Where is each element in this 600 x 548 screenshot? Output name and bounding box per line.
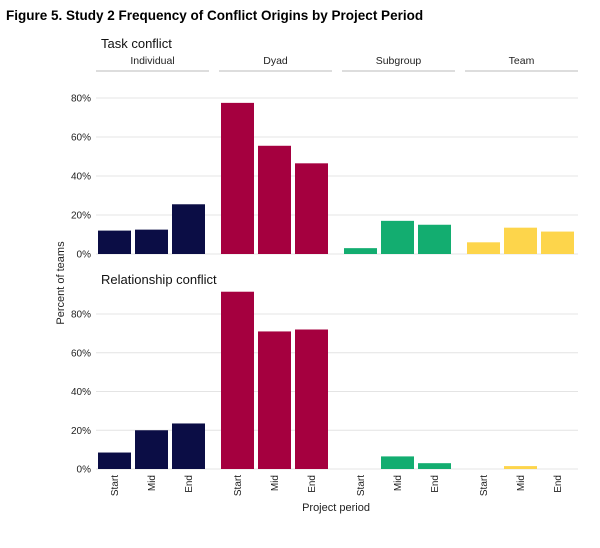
bar-relationship-dyad-start xyxy=(221,291,254,469)
x-tick-label-dyad-end: End xyxy=(307,475,318,493)
x-tick-label-individual-end: End xyxy=(184,475,195,493)
y-tick-label-1-1: 20% xyxy=(71,426,91,437)
panel-title-1: Relationship conflict xyxy=(101,272,217,287)
y-tick-label-0-4: 80% xyxy=(71,94,91,105)
bar-relationship-team-mid xyxy=(504,466,537,469)
panel-title-0: Task conflict xyxy=(101,36,172,51)
bar-relationship-dyad-mid xyxy=(258,331,291,469)
bar-task-team-start xyxy=(467,242,500,254)
bar-task-individual-start xyxy=(98,230,131,254)
figure-title: Figure 5. Study 2 Frequency of Conflict … xyxy=(6,8,424,23)
y-tick-label-1-0: 0% xyxy=(77,465,92,476)
y-tick-label-0-3: 60% xyxy=(71,133,91,144)
y-tick-label-1-3: 60% xyxy=(71,348,91,359)
bar-relationship-subgroup-mid xyxy=(381,456,414,469)
bar-relationship-individual-start xyxy=(98,452,131,469)
bar-relationship-individual-mid xyxy=(135,430,168,469)
bar-relationship-individual-end xyxy=(172,423,205,469)
bar-relationship-subgroup-end xyxy=(418,463,451,469)
bar-task-team-mid xyxy=(504,227,537,254)
x-tick-label-dyad-mid: Mid xyxy=(270,475,281,491)
bar-task-team-end xyxy=(541,231,574,254)
bar-task-dyad-mid xyxy=(258,145,291,254)
bar-task-dyad-end xyxy=(295,163,328,254)
bar-task-dyad-start xyxy=(221,102,254,254)
y-tick-label-0-2: 40% xyxy=(71,172,91,183)
y-axis-label: Percent of teams xyxy=(55,241,67,325)
y-tick-label-0-0: 0% xyxy=(77,250,92,261)
x-tick-label-subgroup-start: Start xyxy=(356,475,367,496)
x-tick-label-dyad-start: Start xyxy=(233,475,244,496)
y-tick-label-0-1: 20% xyxy=(71,211,91,222)
x-tick-label-team-end: End xyxy=(553,475,564,493)
x-axis-label: Project period xyxy=(302,502,370,514)
x-tick-label-individual-mid: Mid xyxy=(147,475,158,491)
bar-task-individual-end xyxy=(172,204,205,254)
facet-strip-label-subgroup: Subgroup xyxy=(376,55,422,67)
facet-strip-label-team: Team xyxy=(509,55,535,67)
y-tick-label-1-4: 80% xyxy=(71,310,91,321)
y-tick-label-1-2: 40% xyxy=(71,387,91,398)
bar-task-subgroup-start xyxy=(344,248,377,254)
bar-task-subgroup-mid xyxy=(381,220,414,254)
x-tick-label-subgroup-end: End xyxy=(430,475,441,493)
x-tick-label-subgroup-mid: Mid xyxy=(393,475,404,491)
bar-task-subgroup-end xyxy=(418,224,451,254)
facet-strip-label-individual: Individual xyxy=(130,55,174,67)
facet-strip-label-dyad: Dyad xyxy=(263,55,288,67)
x-tick-label-team-start: Start xyxy=(479,475,490,496)
x-tick-label-individual-start: Start xyxy=(110,475,121,496)
bar-relationship-dyad-end xyxy=(295,329,328,469)
x-tick-label-team-mid: Mid xyxy=(516,475,527,491)
bar-task-individual-mid xyxy=(135,229,168,254)
